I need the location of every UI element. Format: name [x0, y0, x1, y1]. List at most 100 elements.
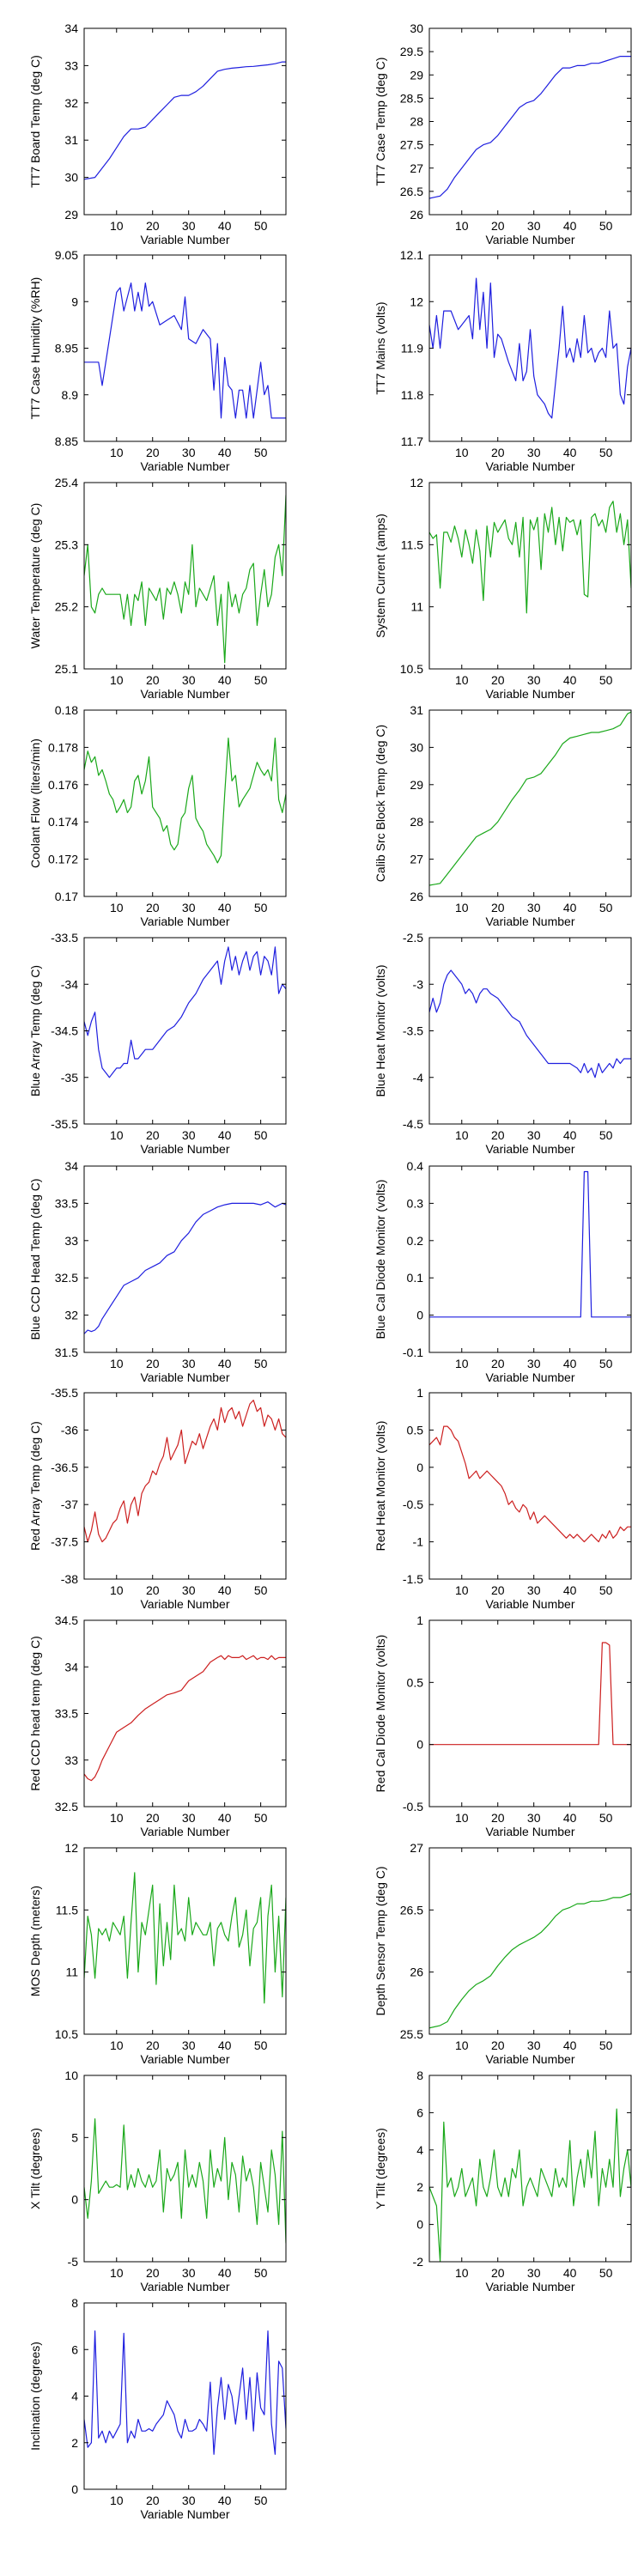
y-tick-label: 2: [416, 2180, 423, 2194]
chart-panel: 10 20 30 40 50 25.1 25.2 25.3 25.4 Variable Numbe…: [28, 476, 287, 701]
chart-panel: 10 20 30 40 50 -5 0 5 10 Variable Number X Tilt (d…: [28, 2069, 287, 2293]
x-tick-label: 40: [218, 446, 232, 459]
y-tick-label: 32.5: [55, 1800, 78, 1814]
x-axis-label: Variable Number: [140, 1142, 229, 1156]
x-tick-label: 20: [491, 2266, 505, 2280]
y-tick-label: 12.1: [400, 248, 423, 262]
chart-panel: 10 20 30 40 50 8.85 8.9 8.95 9 9.05 Variable Numbe…: [28, 248, 287, 473]
x-axis-label: Variable Number: [485, 687, 574, 701]
x-tick-label: 20: [491, 1811, 505, 1825]
y-tick-label: 11: [65, 1965, 78, 1979]
y-tick-label: 25.2: [55, 600, 78, 614]
chart-panel: 10 20 30 40 50 -0.1 0 0.1 0.2 0.3 0.4 Variable Numb…: [374, 1159, 632, 1384]
y-tick-label: 8.85: [55, 434, 78, 448]
series-line: [429, 711, 631, 886]
plot-frame: [428, 254, 632, 442]
x-tick-label: 50: [254, 1357, 268, 1370]
y-tick-label: 27.5: [400, 138, 423, 152]
y-tick-label: 31.5: [55, 1346, 78, 1359]
x-axis-label: Variable Number: [485, 233, 574, 246]
x-tick-label: 10: [455, 1128, 469, 1142]
y-tick-label: -36.5: [51, 1461, 78, 1474]
y-tick-label: -4: [413, 1071, 424, 1084]
x-tick-label: 40: [563, 901, 577, 914]
y-tick-label: 0.18: [55, 703, 78, 717]
x-axis-label: Variable Number: [140, 2052, 229, 2066]
chart-panel: 10 20 30 40 50 -2 0 2 4 6 8 Variable Number Y Tilt (…: [374, 2069, 632, 2293]
x-axis-label: Variable Number: [485, 2280, 574, 2293]
x-tick-label: 50: [599, 1128, 613, 1142]
y-tick-label: 26: [410, 208, 423, 222]
y-tick-label: 0.4: [407, 1159, 424, 1173]
y-tick-label: 9: [71, 295, 78, 308]
x-tick-label: 20: [491, 219, 505, 233]
chart-panel: 10 20 30 40 502626.52727.52828.52929.530Vari…: [374, 21, 632, 246]
x-tick-label: 50: [599, 1583, 613, 1597]
y-tick-label: 11.5: [56, 1903, 78, 1917]
plot-frame: [83, 709, 287, 897]
x-tick-label: 30: [527, 1128, 541, 1142]
y-tick-label: -35: [61, 1071, 78, 1084]
x-axis-label: Variable Number: [485, 1597, 574, 1611]
plot-frame: [83, 254, 287, 442]
x-tick-label: 20: [491, 901, 505, 914]
x-tick-label: 10: [455, 1583, 469, 1597]
series-line: [429, 1642, 631, 1746]
x-tick-label: 10: [455, 901, 469, 914]
plot-frame: [428, 1847, 632, 2035]
y-tick-label: 6: [416, 2105, 423, 2119]
y-tick-label: -37: [61, 1498, 78, 1511]
x-tick-label: 20: [146, 2494, 160, 2507]
y-tick-label: -34: [61, 977, 78, 991]
x-tick-label: 50: [599, 446, 613, 459]
x-tick-label: 40: [218, 901, 232, 914]
x-tick-label: 50: [254, 1128, 268, 1142]
y-tick-label: 30: [410, 740, 423, 754]
chart-panel: 10 20 30 40 50 -35.5 -35 -34.5 -34 -33.5 Variable …: [28, 931, 287, 1156]
y-tick-label: 26.5: [400, 1903, 423, 1917]
y-tick-label: 11: [410, 600, 423, 614]
y-tick-label: 32: [64, 96, 78, 110]
x-tick-label: 20: [146, 2266, 160, 2280]
x-tick-label: 20: [146, 446, 160, 459]
chart-panel: 10 20 30 40 50 32.5 33 33.5 34 34.5 Variable Numbe…: [28, 1613, 287, 1838]
y-tick-label: 2: [71, 2436, 78, 2450]
plot-frame: [83, 1165, 287, 1353]
series-line: [429, 1425, 631, 1543]
plot-frame: [83, 482, 287, 670]
x-tick-label: 40: [218, 2266, 232, 2280]
plot-frame: [428, 482, 632, 670]
y-tick-label: 0.178: [48, 740, 78, 754]
y-axis-label: TT7 Case Temp (deg C): [374, 58, 387, 186]
series-line: [429, 969, 631, 1078]
x-tick-label: 50: [599, 1811, 613, 1825]
y-tick-label: 0.172: [48, 853, 78, 866]
y-tick-label: 30: [64, 171, 78, 185]
x-tick-label: 20: [146, 219, 160, 233]
series-line: [429, 1893, 631, 2029]
x-tick-label: 50: [599, 2038, 613, 2052]
x-axis-label: Variable Number: [140, 459, 229, 473]
x-tick-label: 20: [491, 1128, 505, 1142]
x-tick-label: 20: [491, 446, 505, 459]
x-tick-label: 30: [182, 901, 196, 914]
x-tick-label: 10: [110, 1811, 124, 1825]
x-tick-label: 50: [254, 219, 268, 233]
y-tick-label: 32: [64, 1309, 78, 1322]
y-tick-label: 32.5: [55, 1271, 78, 1285]
y-axis-label: TT7 Mains (volts): [374, 301, 387, 394]
x-tick-label: 20: [146, 1128, 160, 1142]
x-tick-label: 10: [110, 219, 124, 233]
chart-panel: 10 20 30 40 50 29 30 31 32 33 34 Variable Number TT7…: [28, 21, 287, 246]
y-tick-label: 5: [71, 2130, 78, 2144]
x-tick-label: 30: [182, 2266, 196, 2280]
y-axis-label: Coolant Flow (liters/min): [28, 738, 42, 868]
x-tick-label: 30: [527, 673, 541, 687]
x-tick-label: 40: [218, 219, 232, 233]
y-tick-label: 27: [410, 161, 423, 175]
x-tick-label: 20: [146, 2038, 160, 2052]
y-axis-label: TT7 Case Humidity (%RH): [28, 277, 42, 420]
x-tick-label: 10: [455, 1811, 469, 1825]
y-axis-label: Water Temperature (deg C): [28, 503, 42, 649]
y-tick-label: -35.5: [51, 1386, 78, 1400]
